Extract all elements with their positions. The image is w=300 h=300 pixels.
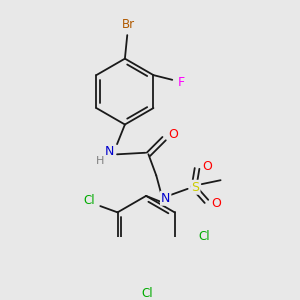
Text: Br: Br	[122, 18, 135, 32]
Text: Cl: Cl	[142, 286, 154, 300]
Text: Cl: Cl	[83, 194, 95, 207]
Text: Cl: Cl	[199, 230, 210, 243]
Text: S: S	[191, 181, 200, 194]
Text: N: N	[104, 146, 114, 158]
Text: O: O	[202, 160, 212, 172]
Text: O: O	[212, 197, 222, 210]
Text: O: O	[169, 128, 178, 141]
Text: F: F	[177, 76, 184, 89]
Text: N: N	[161, 192, 170, 205]
Text: H: H	[96, 156, 104, 167]
